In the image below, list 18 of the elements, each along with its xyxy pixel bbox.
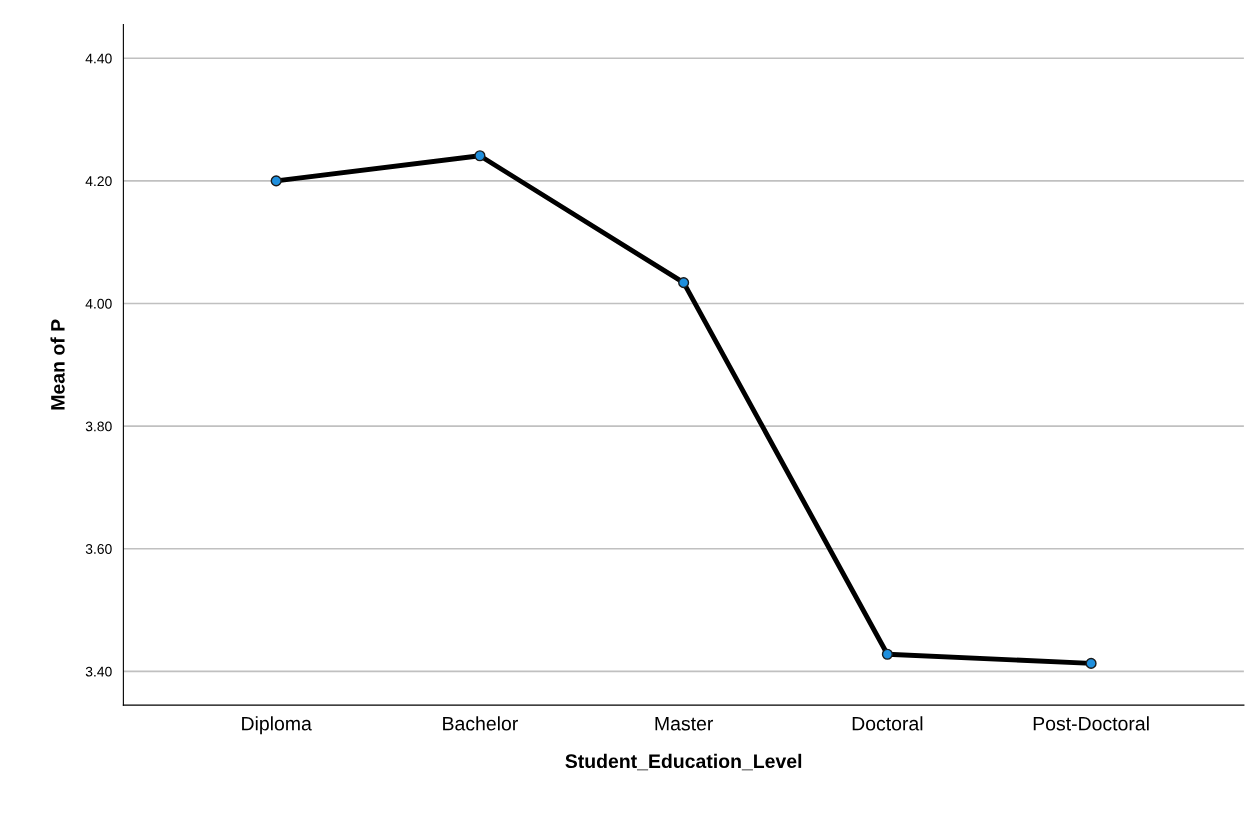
y-tick-label: 3.40	[85, 666, 112, 677]
y-tick-label: 4.20	[85, 176, 112, 187]
point	[678, 277, 690, 289]
point	[881, 648, 893, 660]
x-tick-label: Bachelor	[443, 716, 518, 731]
y-tick-label: 3.60	[85, 544, 112, 554]
y-tick-label: 4.40	[85, 53, 112, 64]
x-tick-label: Diploma	[242, 716, 312, 735]
y-tick-label: 4.00	[85, 298, 112, 309]
y-axis-title: Mean of P	[50, 319, 65, 410]
x-tick-label: Doctoral	[852, 716, 923, 731]
x-axis-title: Student_Education_Level	[565, 753, 802, 771]
x-tick-label: Master	[655, 716, 714, 731]
point	[474, 150, 486, 162]
x-tick-label: Post-Doctoral	[1033, 716, 1149, 731]
point	[270, 175, 282, 187]
y-tick-label: 3.80	[85, 421, 112, 432]
point	[1085, 657, 1097, 669]
